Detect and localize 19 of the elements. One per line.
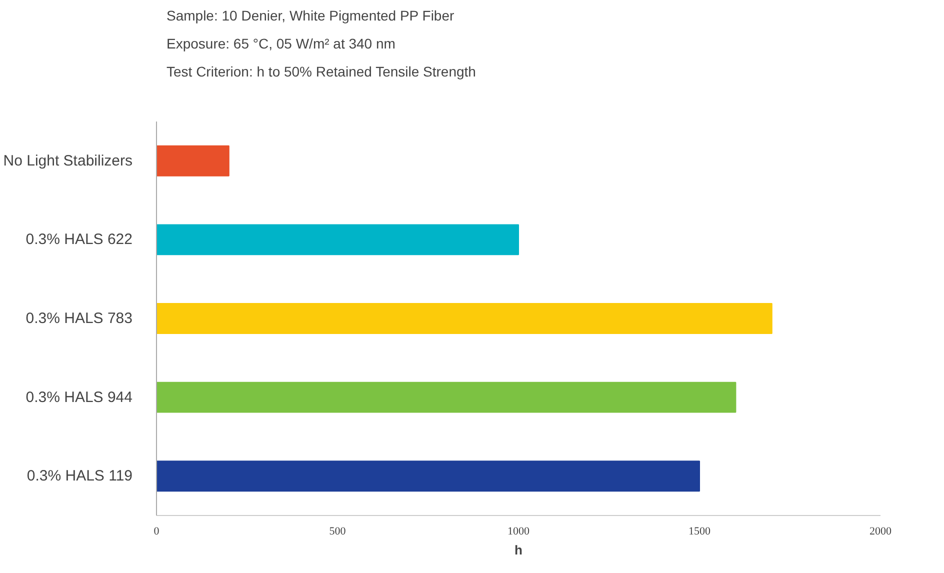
x-tick-label: 500: [329, 526, 346, 538]
y-tick-label: 0.3% HALS 119: [26, 468, 132, 485]
y-tick-label: No Light Stabilizers: [3, 152, 133, 170]
text: Test Criterion: h to 50% Retained Tensile Strength: [166, 64, 476, 80]
y-tick-label: 0.3% HALS 783: [26, 310, 133, 327]
y-tick-label: 0.3% HALS 944: [26, 388, 133, 406]
bar: [156, 382, 736, 413]
x-tick-label: 2000: [870, 526, 892, 538]
chart-subtitle: Exposure: 65 °C, 05 W/m² at 340 nm: [166, 36, 396, 52]
y-tick-label: 0.3% HALS 622: [26, 231, 133, 248]
x-tick-label: 1500: [688, 526, 711, 538]
x-tick-label: 1000: [508, 526, 530, 538]
x-axis-title: h: [514, 542, 523, 558]
chart-title: Sample: 10 Denier, White Pigmented PP Fiber: [166, 8, 454, 24]
bar: [156, 145, 230, 176]
bar: [156, 303, 772, 334]
x-tick-label: 0: [154, 526, 160, 538]
bar: [156, 460, 700, 492]
bar: [156, 224, 519, 256]
